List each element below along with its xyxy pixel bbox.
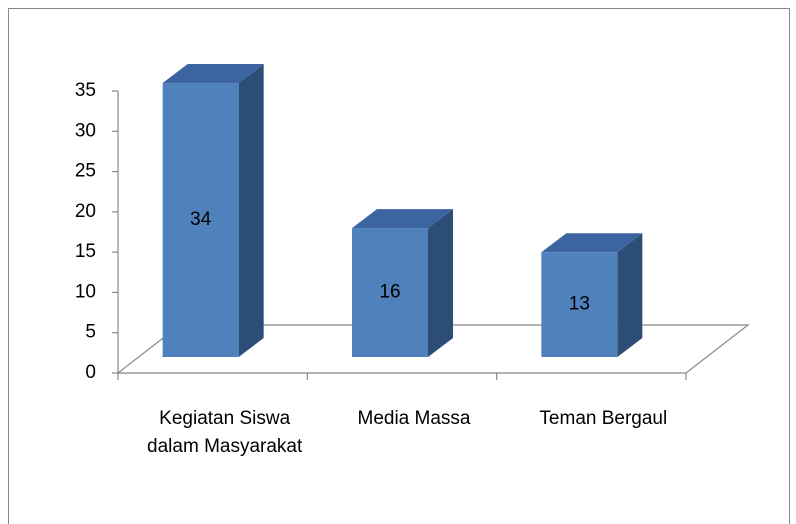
x-tick-label: Teman Bergaul: [539, 408, 667, 429]
y-tick-label: 30: [75, 120, 96, 141]
x-tick-label-line: dalam Masyarakat: [147, 436, 303, 457]
y-tick-label: 10: [75, 281, 96, 302]
bar-top: [162, 64, 264, 84]
bar-side: [617, 233, 643, 357]
bar: [541, 252, 618, 357]
x-tick-label-line: Media Massa: [358, 408, 471, 429]
x-tick-label: Kegiatan Siswa dalam Masyarakat: [147, 408, 303, 457]
bar: [352, 228, 428, 357]
y-tick-label: 15: [75, 241, 96, 262]
x-tick-label-line: Teman Bergaul: [539, 408, 667, 429]
bar-top: [541, 233, 643, 253]
y-tick-label: 25: [75, 161, 96, 182]
y-tick-label: 5: [85, 322, 96, 343]
data-label: 16: [379, 282, 400, 303]
y-tick-label: 0: [85, 362, 96, 383]
bar-side: [238, 64, 264, 358]
bar-side: [428, 209, 453, 357]
x-tick-label: Media Massa: [358, 408, 471, 429]
x-tick-label-line: Kegiatan Siswa: [159, 408, 290, 429]
data-label: 13: [569, 294, 590, 315]
y-tick-label: 20: [75, 201, 96, 222]
bar: [162, 83, 239, 358]
data-label: 34: [190, 209, 212, 230]
bar-top: [352, 209, 453, 229]
y-tick-label: 35: [75, 80, 96, 101]
